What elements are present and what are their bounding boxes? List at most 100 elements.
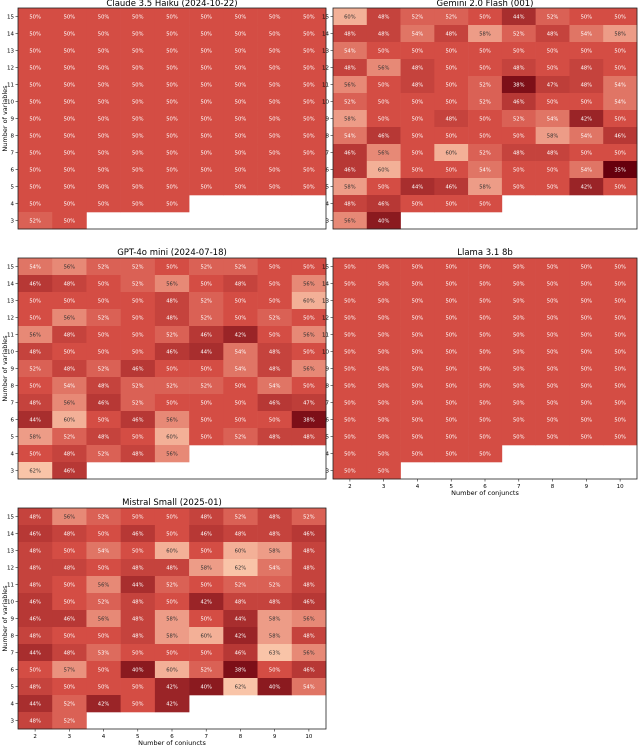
cell-value-label: 50% xyxy=(614,281,626,287)
cell-value-label: 50% xyxy=(614,434,626,440)
heatmap-cell xyxy=(223,661,258,679)
heatmap-cell xyxy=(535,394,570,412)
heatmap-cell xyxy=(18,275,53,293)
cell-value-label: 52% xyxy=(132,281,144,287)
cell-value-label: 58% xyxy=(614,31,626,37)
heatmap-cell xyxy=(86,377,121,395)
cell-value-label: 50% xyxy=(479,116,491,122)
heatmap-cell xyxy=(86,275,121,293)
heatmap-cell xyxy=(291,593,327,611)
cell-value-label: 58% xyxy=(344,184,356,190)
cell-value-label: 54% xyxy=(98,548,110,554)
heatmap-cell xyxy=(154,377,190,395)
cell-value-label: 48% xyxy=(445,31,457,37)
cell-value-label: 44% xyxy=(29,650,41,656)
cell-value-label: 56% xyxy=(166,417,178,423)
heatmap-cell xyxy=(120,178,156,196)
heatmap-cell xyxy=(189,542,224,560)
heatmap-cell xyxy=(154,360,190,378)
cell-value-label: 50% xyxy=(132,514,144,520)
y-tick-label: 6 xyxy=(11,418,15,424)
heatmap-cell xyxy=(333,428,368,446)
heatmap-cell xyxy=(120,8,156,26)
cell-value-label: 52% xyxy=(513,116,525,122)
heatmap-cell xyxy=(291,178,327,196)
cell-value-label: 50% xyxy=(547,434,559,440)
heatmap-cell xyxy=(366,258,401,276)
cell-value-label: 52% xyxy=(445,14,457,20)
x-tick-label: 7 xyxy=(517,484,521,490)
heatmap-cell xyxy=(291,292,327,310)
heatmap-cell xyxy=(468,144,503,162)
heatmap-cell xyxy=(333,309,368,327)
cell-value-label: 50% xyxy=(166,31,178,37)
heatmap-panel-5: Mistral Small (2025-01)48% 56% 52% 50% 50% 48… xyxy=(1,498,327,745)
cell-value-label: 56% xyxy=(166,451,178,457)
heatmap-cell xyxy=(535,59,570,77)
cell-value-label: 50% xyxy=(166,116,178,122)
heatmap-cell xyxy=(366,275,401,293)
heatmap-cell xyxy=(189,25,224,43)
x-tick-label: 10 xyxy=(617,484,624,490)
cell-value-label: 50% xyxy=(614,264,626,270)
cell-value-label: 46% xyxy=(378,201,390,207)
cell-value-label: 50% xyxy=(64,599,76,605)
cell-value-label: 56% xyxy=(303,616,315,622)
cell-value-label: 50% xyxy=(64,99,76,105)
cell-value-label: 50% xyxy=(166,133,178,139)
cell-value-label: 50% xyxy=(200,616,212,622)
cell-value-label: 50% xyxy=(98,281,110,287)
heatmap-cell xyxy=(86,42,121,60)
cell-value-label: 42% xyxy=(166,701,178,707)
heatmap-cell xyxy=(223,25,258,43)
heatmap-cell xyxy=(468,343,503,361)
heatmap-cell xyxy=(468,161,503,179)
cell-value-label: 50% xyxy=(200,65,212,71)
cell-value-label: 50% xyxy=(235,417,247,423)
cell-value-label: 50% xyxy=(479,332,491,338)
heatmap-cell xyxy=(603,110,638,128)
cell-value-label: 50% xyxy=(378,366,390,372)
heatmap-cell xyxy=(18,93,53,111)
y-tick-label: 8 xyxy=(11,634,15,640)
cell-value-label: 48% xyxy=(269,599,281,605)
heatmap-cell xyxy=(535,258,570,276)
y-axis-label: Number of variables xyxy=(1,585,9,652)
heatmap-cell xyxy=(86,610,121,628)
heatmap-cell xyxy=(52,428,87,446)
cell-value-label: 50% xyxy=(29,383,41,389)
heatmap-cell xyxy=(154,127,190,145)
heatmap-cell xyxy=(120,76,156,94)
cell-value-label: 50% xyxy=(269,14,281,20)
heatmap-cell xyxy=(52,292,87,310)
heatmap-cell xyxy=(257,127,293,145)
cell-value-label: 54% xyxy=(269,383,281,389)
y-tick-label: 11 xyxy=(7,583,14,589)
cell-value-label: 48% xyxy=(344,201,356,207)
cell-value-label: 50% xyxy=(235,65,247,71)
heatmap-panel-2: Gemini 2.0 Flash (001) 60% 48% 52% 52% 50% 44%… xyxy=(322,0,638,230)
heatmap-cell xyxy=(569,93,604,111)
heatmap-cell xyxy=(52,576,87,594)
cell-value-label: 63% xyxy=(269,650,281,656)
cell-value-label: 60% xyxy=(378,167,390,173)
cell-value-label: 48% xyxy=(64,650,76,656)
heatmap-cell xyxy=(569,377,604,395)
heatmap-cell xyxy=(18,525,53,543)
cell-value-label: 48% xyxy=(269,366,281,372)
heatmap-cell xyxy=(366,144,401,162)
heatmap-cell xyxy=(257,576,293,594)
y-tick-label: 14 xyxy=(322,282,329,288)
cell-value-label: 50% xyxy=(303,82,315,88)
cell-value-label: 50% xyxy=(200,417,212,423)
cell-value-label: 52% xyxy=(132,383,144,389)
heatmap-cell xyxy=(154,25,190,43)
heatmap-cell xyxy=(400,258,435,276)
cell-value-label: 50% xyxy=(29,65,41,71)
cell-value-label: 50% xyxy=(98,150,110,156)
y-tick-label: 5 xyxy=(326,435,330,441)
cell-value-label: 50% xyxy=(547,366,559,372)
cell-value-label: 52% xyxy=(200,298,212,304)
heatmap-cell xyxy=(18,508,53,526)
cell-value-label: 60% xyxy=(303,298,315,304)
